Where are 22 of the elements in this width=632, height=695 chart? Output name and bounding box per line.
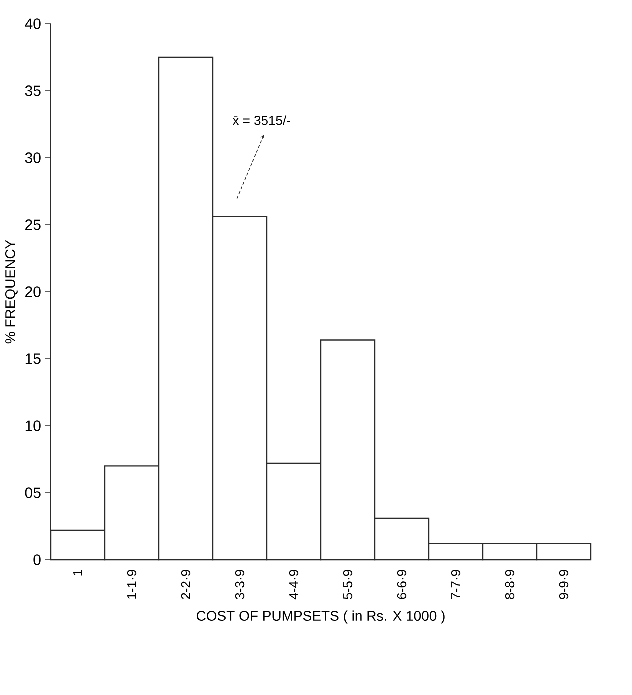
x-tick-label: 2-2·9 [181,570,191,600]
y-tick-label: 25 [26,220,41,230]
y-tick-label: 0 [34,554,41,566]
x-tick-label: 3-3·9 [235,570,245,600]
y-tick-label: 05 [25,488,41,498]
annotation: x̄ = 3515/- [232,116,290,126]
y-axis-title: % FREQUENCY [5,240,18,344]
x-tick-label: 1-1·9 [127,570,137,599]
y-tick-label: 20 [26,286,41,298]
x-tick-label: 1 [74,570,82,576]
x-tick-label: 5-5·9 [343,570,353,600]
x-tick-label: 6-6·9 [397,570,407,600]
x-axis-title: COST OF PUMPSETS ( in Rs. X 1000 ) [196,610,445,624]
y-tick-label: 30 [25,152,41,164]
x-tick-label: 9-9·9 [559,570,569,600]
y-tick-label: 10 [26,420,41,432]
x-tick-label: 7-7·9 [451,570,461,600]
x-tick-label: 8-8·9 [505,570,515,600]
y-tick-label: 40 [25,18,41,30]
x-tick-label: 4-4·9 [289,570,299,600]
y-tick-label: 15 [26,354,41,364]
y-tick-label: 35 [25,86,41,96]
